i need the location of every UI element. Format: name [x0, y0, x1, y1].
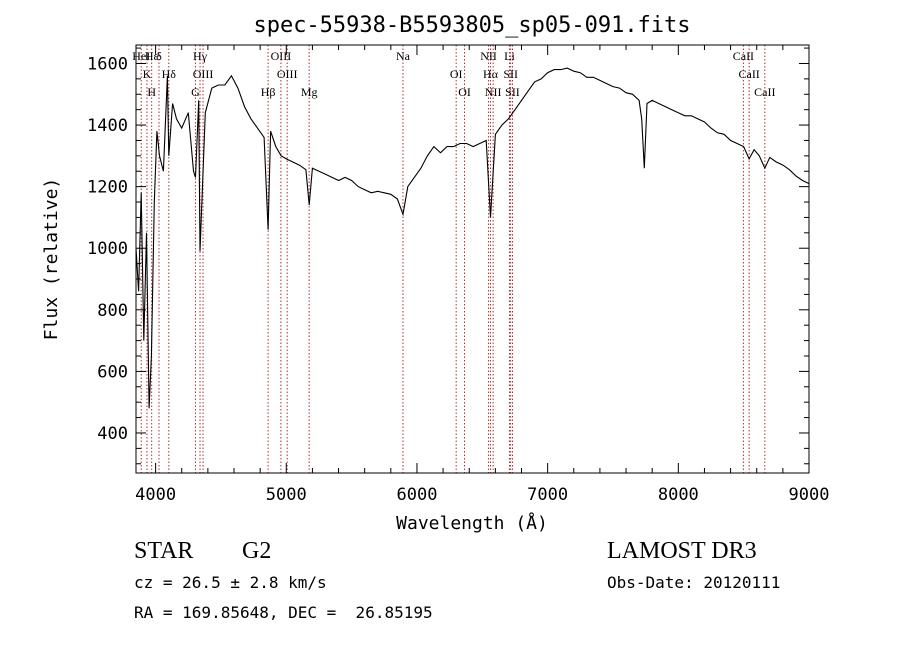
line-label: CaII: [733, 49, 754, 63]
line-label: Hβ: [261, 85, 276, 99]
line-label: K: [143, 67, 152, 81]
line-label: δ: [156, 49, 162, 63]
x-tick-label: 6000: [396, 485, 437, 505]
y-tick-label: 1200: [87, 178, 128, 198]
observation-date: Obs-Date: 20120111: [607, 573, 781, 592]
line-label: Hγ: [193, 49, 208, 63]
y-tick-label: 600: [97, 362, 128, 382]
x-tick-label: 8000: [658, 485, 699, 505]
spectrum-series-line: [135, 67, 810, 409]
line-label: OIII: [193, 67, 214, 81]
y-tick-label: 400: [97, 424, 128, 444]
x-tick-label: 7000: [527, 485, 568, 505]
line-label: OI: [458, 85, 471, 99]
y-tick-label: 800: [97, 301, 128, 321]
line-label: Hδ: [162, 67, 177, 81]
line-label: G: [191, 85, 200, 99]
line-label: Li: [504, 49, 515, 63]
spectral-line-markers: [140, 45, 766, 473]
x-tick-label: 9000: [789, 485, 830, 505]
redshift-readout: cz = 26.5 ± 2.8 km/s: [134, 573, 327, 592]
y-tick-label: 1000: [87, 239, 128, 259]
y-tick-label: 1600: [87, 54, 128, 74]
x-tick-label: 4000: [135, 485, 176, 505]
y-axis-ticks: 400 600 800 1000 1200 1400 1600: [87, 47, 809, 465]
chart-title: spec-55938-B5593805_sp05-091.fits: [253, 13, 690, 38]
object-subclass: G2: [242, 538, 272, 564]
plot-frame: [135, 44, 810, 474]
line-label: Hα: [483, 67, 499, 81]
line-label: Na: [396, 49, 411, 63]
line-label: NII: [480, 49, 497, 63]
line-label: CaII: [738, 67, 759, 81]
line-label: OIII: [271, 49, 292, 63]
line-label: SII: [503, 67, 518, 81]
object-class: STAR: [134, 538, 194, 564]
survey-name: LAMOST DR3: [607, 538, 757, 564]
line-label: NII: [485, 85, 502, 99]
x-axis-label: Wavelength (Å): [396, 512, 548, 534]
line-label: CaII: [754, 85, 775, 99]
line-label: OI: [450, 67, 463, 81]
x-tick-label: 5000: [266, 485, 307, 505]
spectral-line-labels: HeIKHHεδHδGHγOIIIHβOIIIOIIIMgNaOIOINIIHα…: [132, 49, 775, 99]
line-label: SII: [505, 85, 520, 99]
line-label: Mg: [301, 85, 318, 99]
line-label: OIII: [277, 67, 298, 81]
line-label: HeI: [132, 49, 150, 63]
line-label: H: [147, 85, 156, 99]
y-axis-label: Flux (relative): [41, 178, 62, 341]
x-axis-ticks: 4000 5000 6000 7000 8000 9000: [135, 45, 829, 505]
coordinates-readout: RA = 169.85648, DEC = 26.85195: [134, 603, 433, 622]
y-tick-label: 1400: [87, 116, 128, 136]
